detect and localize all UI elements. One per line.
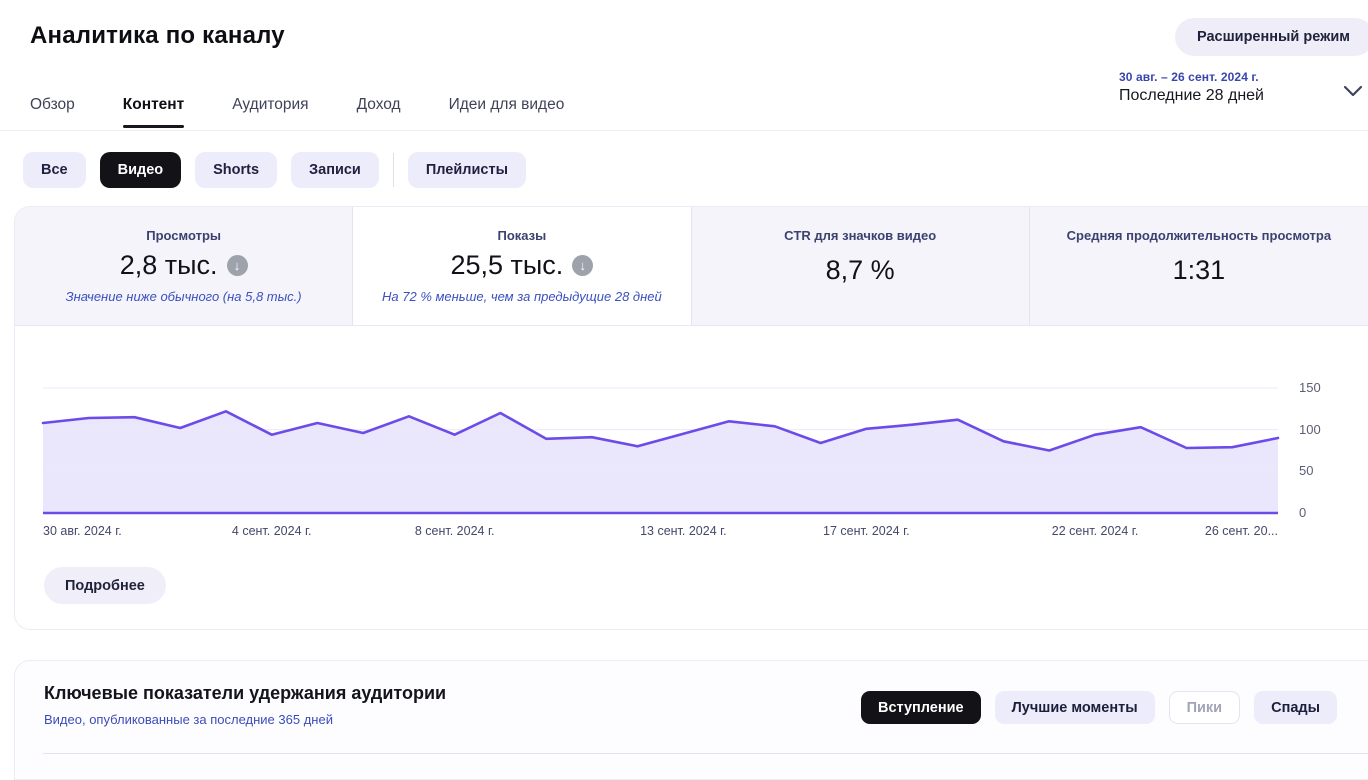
metric-label: Средняя продолжительность просмотра xyxy=(1066,228,1332,243)
metric-card-ctr[interactable]: CTR для значков видео 8,7 % xyxy=(692,207,1030,325)
filters-divider xyxy=(392,153,394,187)
y-axis-tick: 150 xyxy=(1299,380,1321,395)
x-axis-tick: 13 сент. 2024 г. xyxy=(640,524,727,538)
metric-value: 25,5 тыс. ↓ xyxy=(353,250,690,281)
tab-audience[interactable]: Аудитория xyxy=(232,96,309,113)
content-type-filters: Все Видео Shorts Записи Плейлисты xyxy=(23,152,526,188)
trend-down-icon: ↓ xyxy=(226,255,248,276)
filter-playlists[interactable]: Плейлисты xyxy=(407,152,526,188)
retention-title: Ключевые показатели удержания аудитории xyxy=(44,683,447,703)
metric-note: Значение ниже обычного (на 5,8 тыс.) xyxy=(65,289,302,304)
metric-value: 1:31 xyxy=(1172,255,1226,285)
metric-value: 8,7 % xyxy=(825,255,895,285)
x-axis-tick: 22 сент. 2024 г. xyxy=(1051,524,1139,538)
metric-note: На 72 % меньше, чем за предыдущие 28 дне… xyxy=(382,289,662,304)
details-button[interactable]: Подробнее xyxy=(44,567,166,604)
metric-value: 2,8 тыс. ↓ xyxy=(15,250,352,281)
tab-video-ideas[interactable]: Идеи для видео xyxy=(448,96,565,113)
metric-label: Просмотры xyxy=(146,228,221,243)
page-title: Аналитика по каналу xyxy=(30,22,285,49)
views-line-chart xyxy=(41,387,1280,515)
x-axis-tick: 26 сент. 20... xyxy=(1204,524,1278,538)
retention-divider xyxy=(43,753,1368,754)
x-axis-tick: 4 сент. 2024 г. xyxy=(231,524,312,538)
segment-dips-button[interactable]: Спады xyxy=(1254,691,1337,724)
metric-label: CTR для значков видео xyxy=(784,228,937,243)
x-axis-tick: 17 сент. 2024 г. xyxy=(823,524,910,538)
filter-video[interactable]: Видео xyxy=(99,152,182,188)
x-axis-tick: 8 сент. 2024 г. xyxy=(414,524,495,538)
x-axis-labels: 30 авг. 2024 г. 4 сент. 2024 г. 8 сент. 20… xyxy=(15,524,1368,542)
advanced-mode-button[interactable]: Расширенный режим xyxy=(1174,18,1368,56)
tab-content[interactable]: Контент xyxy=(122,96,185,128)
tab-revenue[interactable]: Доход xyxy=(356,96,401,113)
retention-segment-buttons: Вступление Лучшие моменты Пики Спады xyxy=(860,691,1337,724)
filter-shorts[interactable]: Shorts xyxy=(195,152,278,188)
segment-top-moments-button[interactable]: Лучшие моменты xyxy=(994,691,1155,724)
segment-intro-button[interactable]: Вступление xyxy=(860,691,981,724)
x-axis-tick: 30 авг. 2024 г. xyxy=(43,524,122,538)
chevron-down-icon[interactable] xyxy=(1342,84,1364,98)
retention-card: Ключевые показатели удержания аудитории … xyxy=(14,660,1368,780)
metric-label: Показы xyxy=(497,228,547,243)
metric-card-views[interactable]: Просмотры 2,8 тыс. ↓ Значение ниже обычно… xyxy=(15,207,354,325)
date-range-selector[interactable]: 30 авг. – 26 сент. 2024 г. Последние 28 … xyxy=(1119,70,1264,105)
retention-subtitle: Видео, опубликованные за последние 365 д… xyxy=(44,712,333,727)
tab-overview[interactable]: Обзор xyxy=(30,96,75,113)
y-axis-tick: 100 xyxy=(1299,421,1321,437)
metric-card-impressions[interactable]: Показы 25,5 тыс. ↓ На 72 % меньше, чем за… xyxy=(353,207,692,325)
y-axis-tick: 0 xyxy=(1299,505,1307,520)
tabs-divider xyxy=(0,130,1368,131)
date-range-dates: 30 авг. – 26 сент. 2024 г. xyxy=(1119,70,1259,84)
date-range-preset: Последние 28 дней xyxy=(1119,87,1264,104)
filter-all[interactable]: Все xyxy=(23,152,86,188)
segment-spikes-button[interactable]: Пики xyxy=(1168,691,1241,724)
analytics-card: Просмотры 2,8 тыс. ↓ Значение ниже обычно… xyxy=(14,206,1368,630)
filter-posts[interactable]: Записи xyxy=(291,152,379,188)
metric-strip: Просмотры 2,8 тыс. ↓ Значение ниже обычно… xyxy=(15,207,1368,326)
trend-down-icon: ↓ xyxy=(572,255,594,276)
metric-card-avg-view-duration[interactable]: Средняя продолжительность просмотра 1:31 xyxy=(1030,207,1368,325)
analytics-tabs: Обзор Контент Аудитория Доход Идеи для в… xyxy=(30,96,564,128)
y-axis-tick: 50 xyxy=(1299,463,1314,479)
